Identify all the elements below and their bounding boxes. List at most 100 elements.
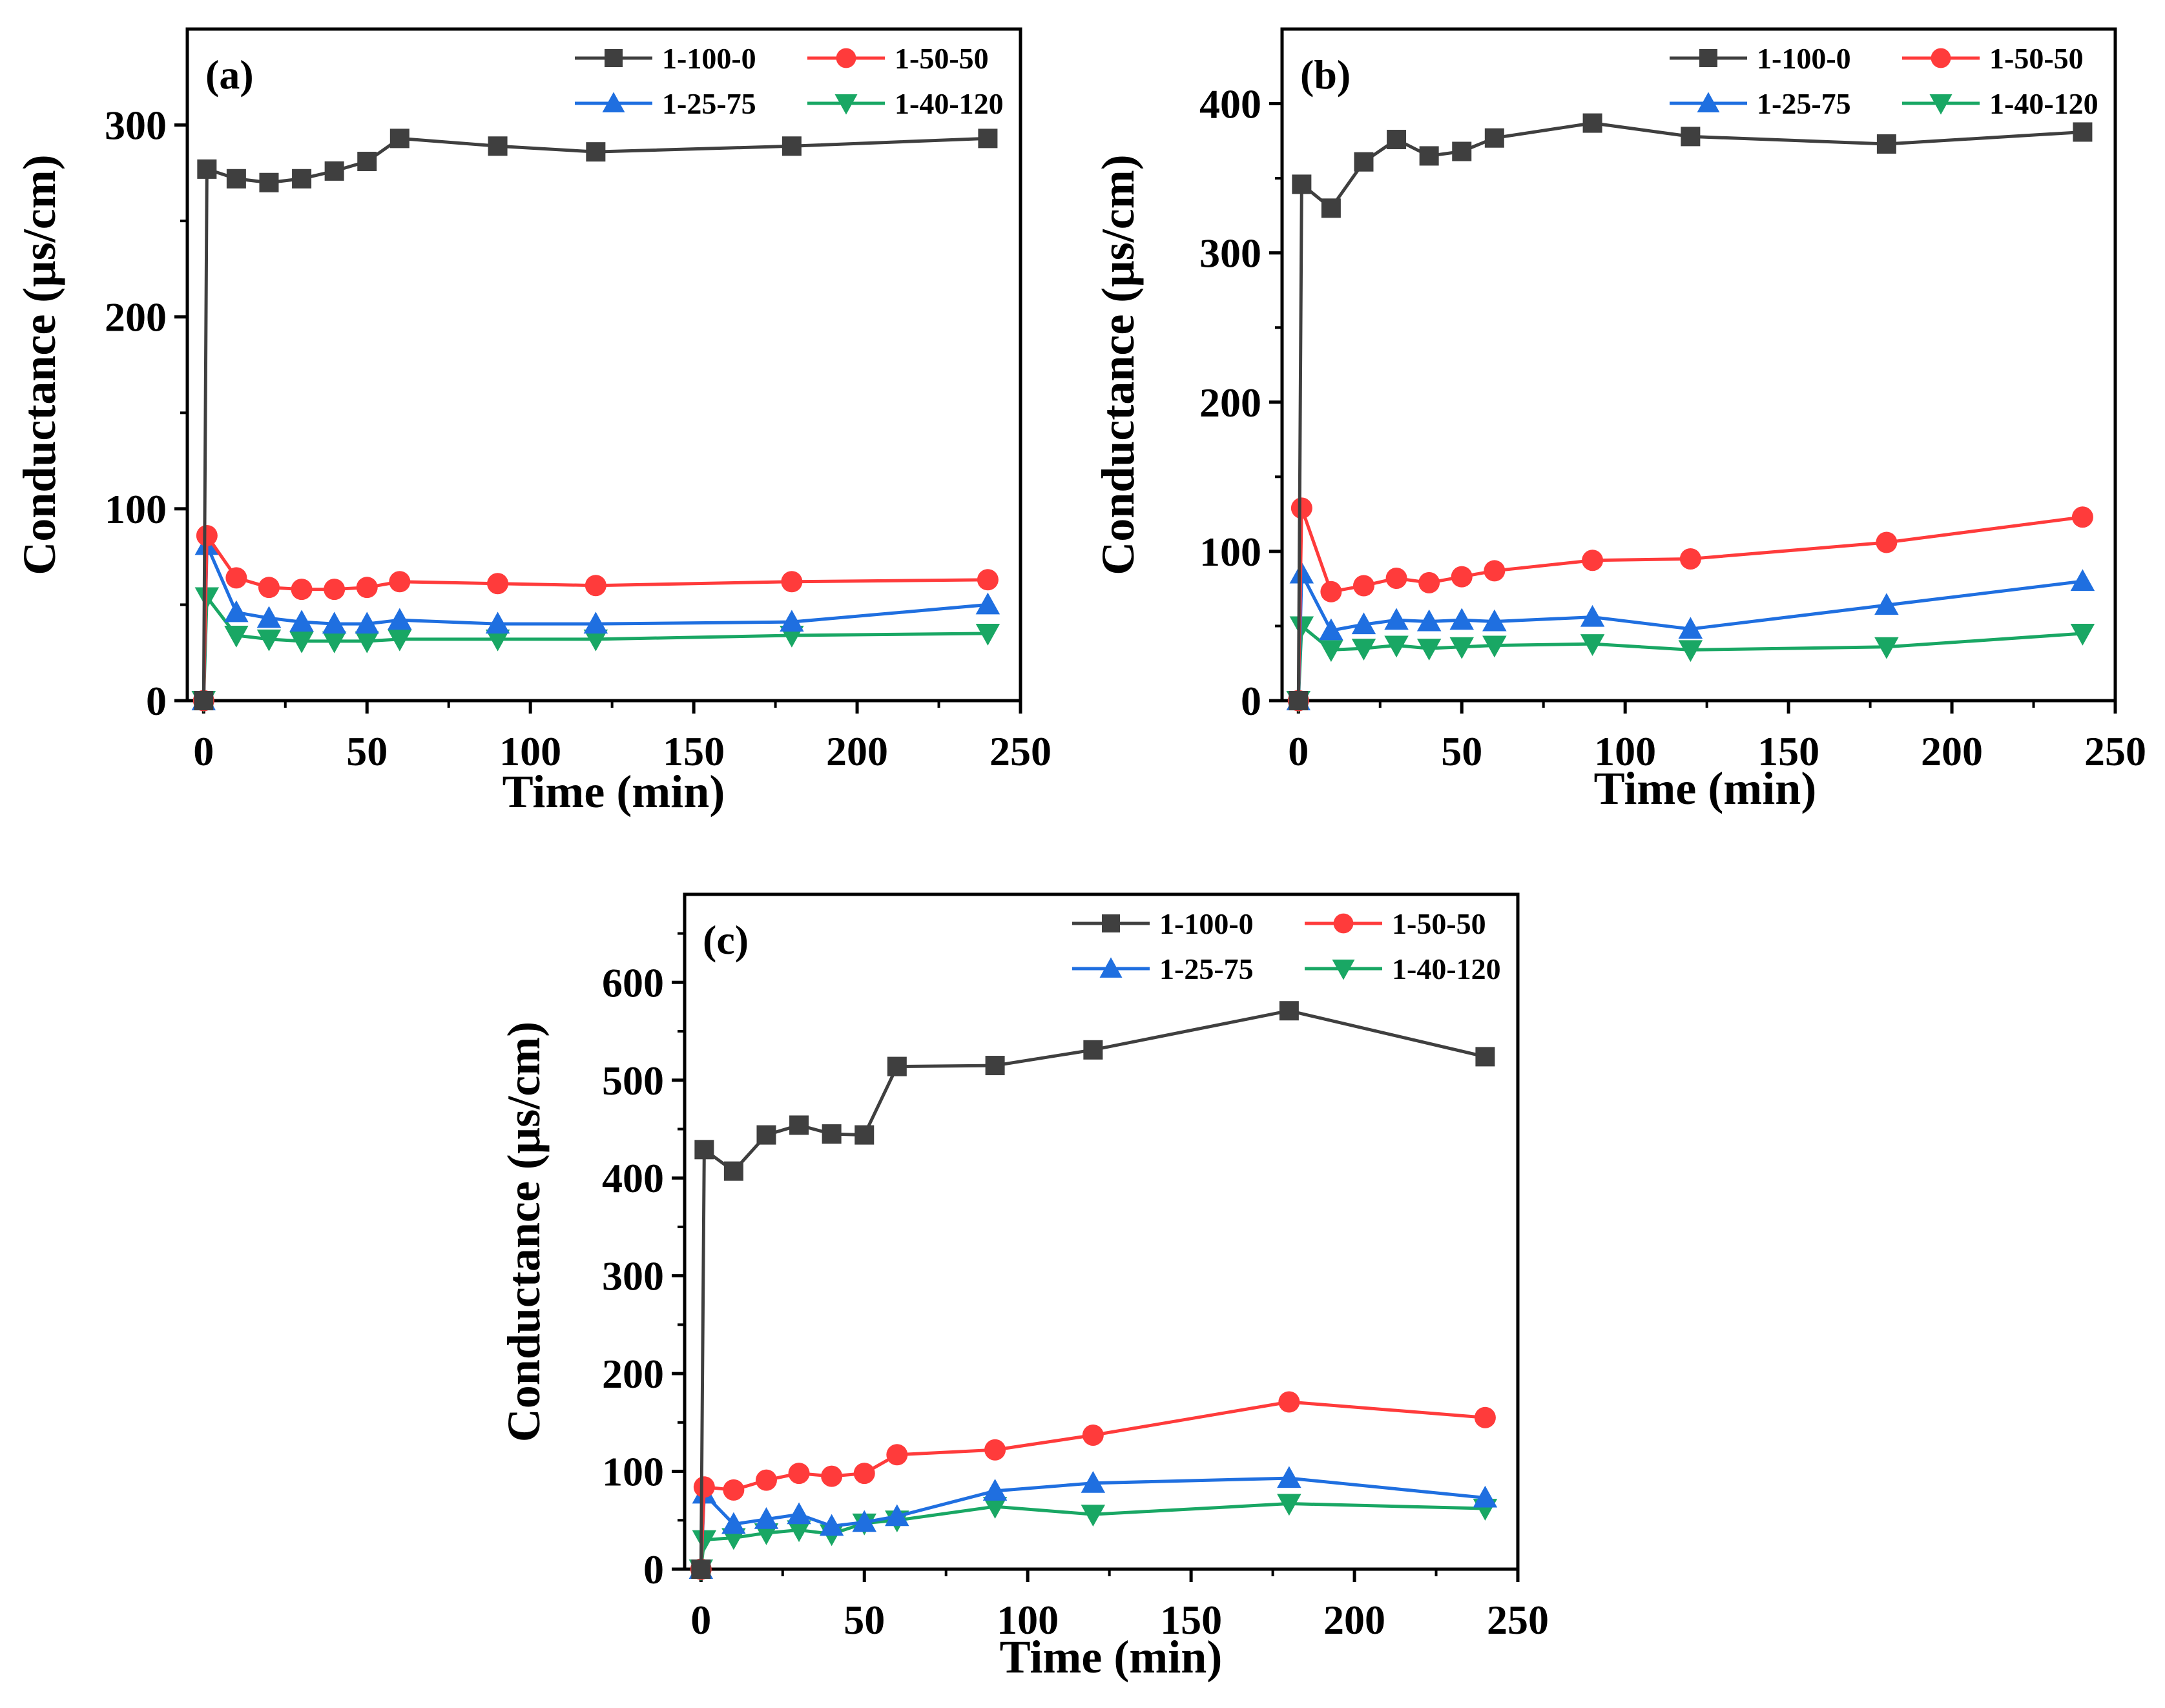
data-point xyxy=(1580,604,1605,627)
data-point xyxy=(1321,198,1341,218)
legend-label: 1-40-120 xyxy=(895,87,1004,120)
data-point xyxy=(197,159,217,179)
data-point xyxy=(2070,569,2095,592)
data-point xyxy=(1876,531,1898,553)
data-point xyxy=(586,142,606,162)
data-point xyxy=(1277,1494,1301,1516)
data-point xyxy=(1083,1040,1103,1060)
data-point xyxy=(1384,635,1409,658)
data-point xyxy=(692,1530,717,1552)
plot-frame xyxy=(1280,27,2117,703)
legend-marker xyxy=(836,48,856,68)
legend-label: 1-50-50 xyxy=(1392,907,1486,940)
legend-label: 1-25-75 xyxy=(1757,87,1851,120)
x-tick-label: 250 xyxy=(989,728,1051,774)
legend-marker xyxy=(1697,92,1720,112)
data-point xyxy=(259,172,279,192)
x-tick-label: 50 xyxy=(844,1597,885,1643)
legend-item-1-40-120: 1-40-120 xyxy=(1902,87,2098,120)
legend-item-1-25-75: 1-25-75 xyxy=(1670,87,1851,120)
data-point xyxy=(788,1463,810,1485)
data-point xyxy=(356,577,378,599)
data-point xyxy=(855,1125,875,1145)
data-point xyxy=(1289,691,1309,710)
data-point xyxy=(780,610,804,632)
y-tick-label: 200 xyxy=(105,294,167,340)
data-point xyxy=(853,1463,875,1485)
data-point xyxy=(1278,1391,1300,1413)
series-line xyxy=(1296,572,2083,701)
legend-item-1-50-50: 1-50-50 xyxy=(1902,42,2084,75)
x-tick-label: 50 xyxy=(1441,728,1482,774)
data-point xyxy=(1482,635,1507,658)
data-point xyxy=(322,631,347,653)
y-tick-label: 0 xyxy=(643,1547,664,1592)
x-tick-label: 50 xyxy=(346,728,388,774)
panel-label: (c) xyxy=(703,917,749,963)
data-point xyxy=(723,1479,745,1501)
data-point xyxy=(821,1465,843,1487)
data-point xyxy=(583,629,608,652)
data-point xyxy=(1451,566,1473,588)
y-tick-label: 400 xyxy=(1199,81,1261,127)
data-point xyxy=(1385,567,1407,589)
data-point xyxy=(485,612,510,634)
data-point xyxy=(1277,1466,1301,1488)
x-tick-label: 0 xyxy=(690,1597,711,1643)
chart-panel-c: 0 50 100 150 200 250 0 100 200 300 400 500 600 Time (… xyxy=(498,892,1549,1683)
data-point xyxy=(694,1140,714,1160)
x-tick-label: 100 xyxy=(997,1597,1059,1643)
data-point xyxy=(693,1476,715,1498)
data-point xyxy=(389,571,411,593)
legend-item-1-100-0: 1-100-0 xyxy=(575,42,756,75)
legend-item-1-25-75: 1-25-75 xyxy=(1072,952,1254,985)
data-point xyxy=(1081,1470,1106,1493)
legend-marker xyxy=(834,94,858,115)
x-tick-label: 200 xyxy=(1921,728,1983,774)
data-point xyxy=(388,608,412,630)
legend-marker xyxy=(1333,913,1354,934)
data-point xyxy=(355,631,379,653)
data-point xyxy=(1292,174,1312,194)
y-axis-title: Conductance (µs/cm) xyxy=(14,154,65,575)
y-tick-label: 500 xyxy=(602,1058,664,1104)
y-tick-label: 300 xyxy=(105,103,167,149)
series-line xyxy=(699,1476,1486,1570)
series-1-40-120 xyxy=(1286,616,2095,713)
series-1-100-0 xyxy=(691,1001,1495,1579)
legend-marker xyxy=(1929,94,1953,115)
legend-item-1-100-0: 1-100-0 xyxy=(1072,907,1254,940)
data-point xyxy=(1484,128,1504,148)
data-point xyxy=(1354,152,1374,172)
data-point xyxy=(1384,608,1409,630)
x-axis-title: Time (min) xyxy=(502,766,725,818)
data-point xyxy=(782,136,802,156)
legend-marker xyxy=(605,49,623,67)
data-point xyxy=(787,1520,811,1543)
data-point xyxy=(1582,550,1604,571)
data-point xyxy=(982,1479,1008,1501)
chart-panel-b: 0 50 100 150 200 250 0 100 200 300 400 Time (min) Co… xyxy=(1092,27,2146,814)
data-point xyxy=(485,629,510,652)
data-point xyxy=(322,612,347,634)
data-point xyxy=(1473,1485,1498,1508)
x-tick-label: 0 xyxy=(1288,728,1309,774)
data-point xyxy=(1319,640,1343,663)
y-axis-title: Conductance (µs/cm) xyxy=(1092,154,1144,575)
x-axis-title: Time (min) xyxy=(1594,763,1817,814)
data-point xyxy=(388,629,412,652)
data-point xyxy=(1418,571,1440,593)
legend-label: 1-40-120 xyxy=(1392,952,1501,985)
legend-label: 1-100-0 xyxy=(1159,907,1254,940)
legend: 1-100-0 1-50-50 1-25-75 1-40-120 xyxy=(1072,907,1501,985)
x-tick-label: 250 xyxy=(1487,1597,1549,1643)
data-point xyxy=(1279,1001,1299,1021)
data-point xyxy=(1679,548,1701,570)
data-point xyxy=(289,631,314,653)
legend-label: 1-50-50 xyxy=(895,42,989,75)
data-point xyxy=(324,579,346,601)
data-point xyxy=(258,577,280,599)
data-point xyxy=(1482,609,1507,632)
data-point xyxy=(1351,612,1376,635)
